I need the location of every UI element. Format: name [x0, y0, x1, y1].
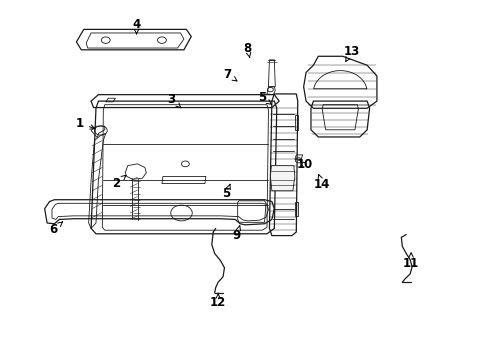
Text: 9: 9: [233, 226, 241, 242]
Text: 7: 7: [223, 68, 237, 81]
Text: 14: 14: [314, 175, 330, 191]
Text: 6: 6: [49, 222, 63, 236]
Polygon shape: [270, 166, 295, 191]
Text: 12: 12: [210, 293, 226, 309]
Text: 4: 4: [132, 18, 141, 34]
Text: 10: 10: [296, 158, 313, 171]
Text: 13: 13: [343, 45, 360, 62]
Text: 8: 8: [244, 41, 251, 58]
Text: 2: 2: [112, 175, 126, 190]
Text: 3: 3: [168, 93, 181, 108]
Text: 5: 5: [222, 184, 231, 200]
Text: 5: 5: [258, 91, 271, 104]
Text: 11: 11: [403, 253, 419, 270]
Text: 1: 1: [76, 117, 95, 130]
